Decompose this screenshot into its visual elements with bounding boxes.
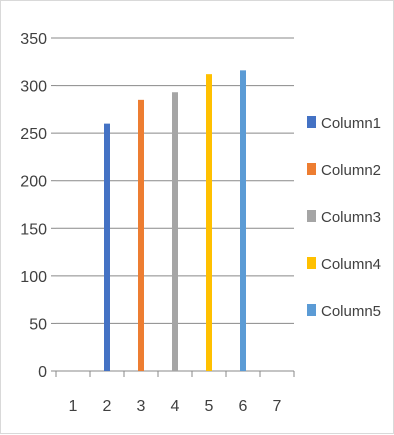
legend-label: Column1	[321, 115, 381, 132]
x-tick-label: 4	[171, 398, 180, 415]
legend-swatch	[307, 210, 316, 222]
bars	[104, 70, 246, 371]
x-tick-label: 2	[103, 398, 112, 415]
bar-column2	[138, 99, 144, 371]
legend-swatch	[307, 116, 316, 128]
x-tick-label: 1	[69, 398, 78, 415]
bar-column5	[240, 70, 246, 371]
x-tick-label: 6	[239, 398, 248, 415]
x-tick-label: 5	[205, 398, 214, 415]
legend-label: Column2	[321, 162, 381, 179]
legend-swatch	[307, 163, 316, 175]
y-axis-ticks: 0 50 100 150 200 250 300 350	[20, 31, 47, 381]
y-tick-label: 300	[20, 79, 47, 96]
bar-column4	[206, 74, 212, 371]
x-tick-label: 3	[137, 398, 146, 415]
legend-label: Column4	[321, 256, 381, 273]
legend: Column1 Column2 Column3 Column4 Column5	[307, 115, 381, 320]
legend-swatch	[307, 304, 316, 316]
legend-swatch	[307, 257, 316, 269]
legend-label: Column3	[321, 209, 381, 226]
y-tick-label: 350	[20, 31, 47, 48]
legend-label: Column5	[321, 303, 381, 320]
y-tick-label: 100	[20, 269, 47, 286]
bar-column1	[104, 123, 110, 371]
y-tick-label: 150	[20, 221, 47, 238]
bar-column3	[172, 92, 178, 371]
y-tick-label: 250	[20, 126, 47, 143]
y-tick-label: 50	[29, 316, 47, 333]
y-tick-label: 200	[20, 174, 47, 191]
y-tick-label: 0	[38, 364, 47, 381]
x-tick-label: 7	[273, 398, 282, 415]
x-axis: 1 2 3 4 5 6 7	[55, 370, 295, 415]
